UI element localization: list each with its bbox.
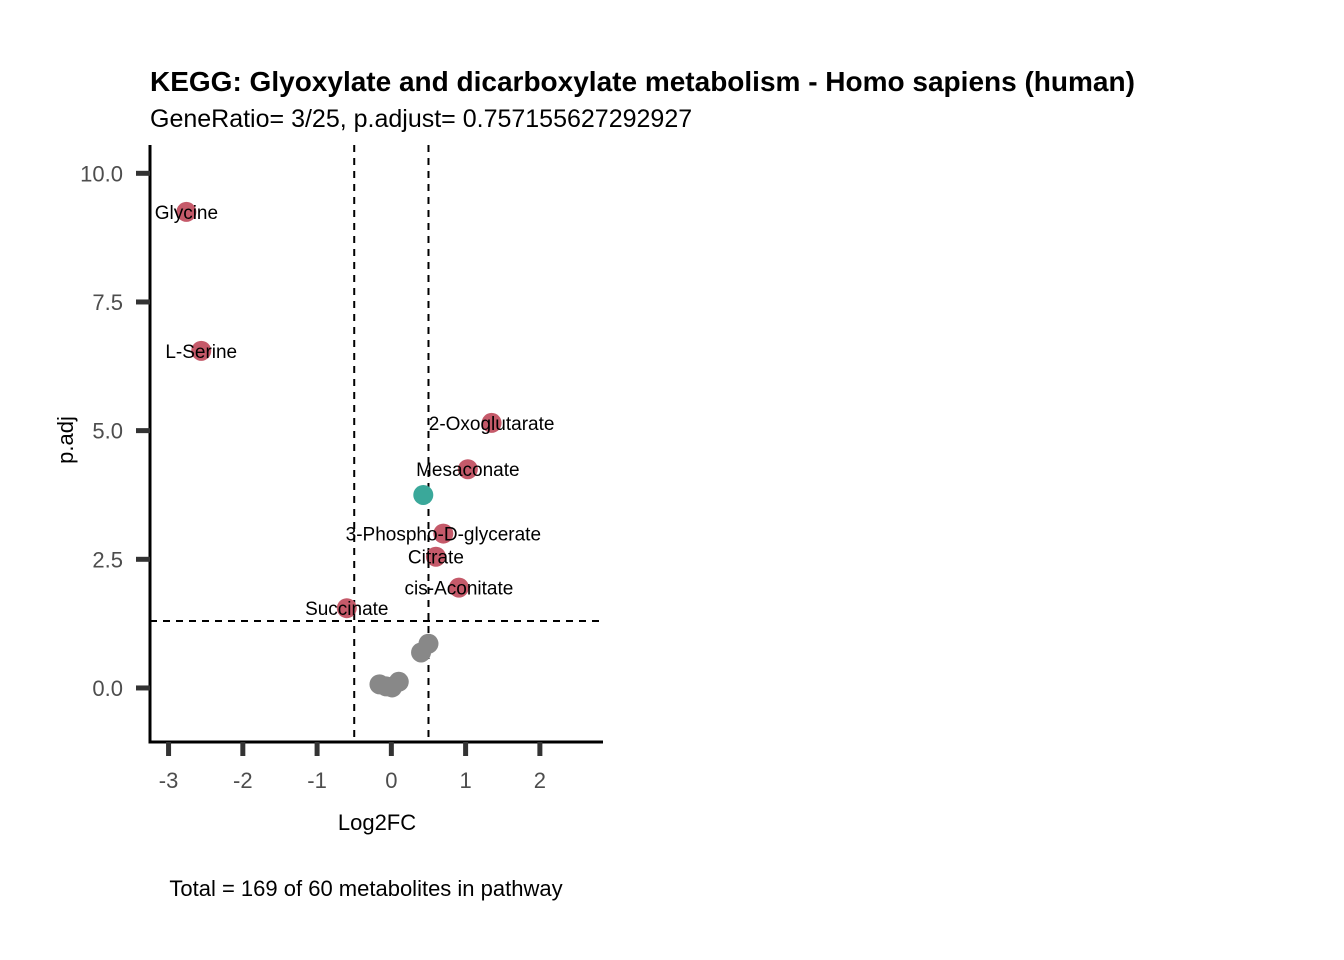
data-point-1 bbox=[191, 340, 212, 361]
point-label-5: 3-Phospho-D-glycerate bbox=[346, 525, 541, 546]
x-tick-label-5: 2 bbox=[534, 768, 546, 793]
point-label-1: L-Serine bbox=[165, 342, 237, 363]
data-point-5 bbox=[433, 523, 454, 544]
axes: -3 -2 -1 0 1 2 0.0 2.5 5.0 7.5 10.0 bbox=[80, 145, 603, 793]
data-point-4 bbox=[413, 484, 434, 505]
data-point-8 bbox=[336, 598, 357, 619]
y-tick-label-2: 5.0 bbox=[92, 419, 123, 444]
point-label-3: Mesaconate bbox=[416, 460, 520, 481]
data-point-10 bbox=[411, 642, 432, 663]
x-tick-label-4: 1 bbox=[459, 768, 471, 793]
points-layer bbox=[176, 201, 502, 698]
x-tick-label-3: 0 bbox=[385, 768, 397, 793]
chart-subtitle: GeneRatio= 3/25, p.adjust= 0.75715562729… bbox=[150, 105, 692, 133]
point-label-2: 2-Oxoglutarate bbox=[429, 414, 555, 435]
point-label-0: Glycine bbox=[155, 203, 218, 224]
threshold-lines bbox=[150, 145, 603, 742]
y-tick-label-3: 7.5 bbox=[92, 290, 123, 315]
chart-title: KEGG: Glyoxylate and dicarboxylate metab… bbox=[150, 66, 1135, 97]
data-point-6 bbox=[425, 546, 446, 567]
x-tick-label-1: -2 bbox=[233, 768, 253, 793]
data-point-0 bbox=[176, 201, 197, 222]
point-label-6: Citrate bbox=[408, 548, 464, 569]
y-tick-label-1: 2.5 bbox=[92, 547, 123, 572]
y-axis-title: p.adj bbox=[53, 416, 78, 464]
labels-layer: Glycine L-Serine 2-Oxoglutarate Mesaconate 3… bbox=[155, 203, 555, 620]
y-tick-label-0: 0.0 bbox=[92, 676, 123, 701]
x-tick-label-2: -1 bbox=[307, 768, 327, 793]
data-point-14 bbox=[382, 677, 403, 698]
data-point-7 bbox=[448, 577, 469, 598]
x-tick-label-0: -3 bbox=[159, 768, 179, 793]
chart-caption: Total = 169 of 60 metabolites in pathway bbox=[169, 876, 562, 901]
y-tick-label-4: 10.0 bbox=[80, 161, 123, 186]
data-point-3 bbox=[457, 459, 478, 480]
point-label-8: Succinate bbox=[305, 599, 388, 620]
point-label-7: cis-Aconitate bbox=[405, 579, 514, 600]
data-point-2 bbox=[481, 412, 502, 433]
x-axis-title: Log2FC bbox=[338, 810, 416, 835]
